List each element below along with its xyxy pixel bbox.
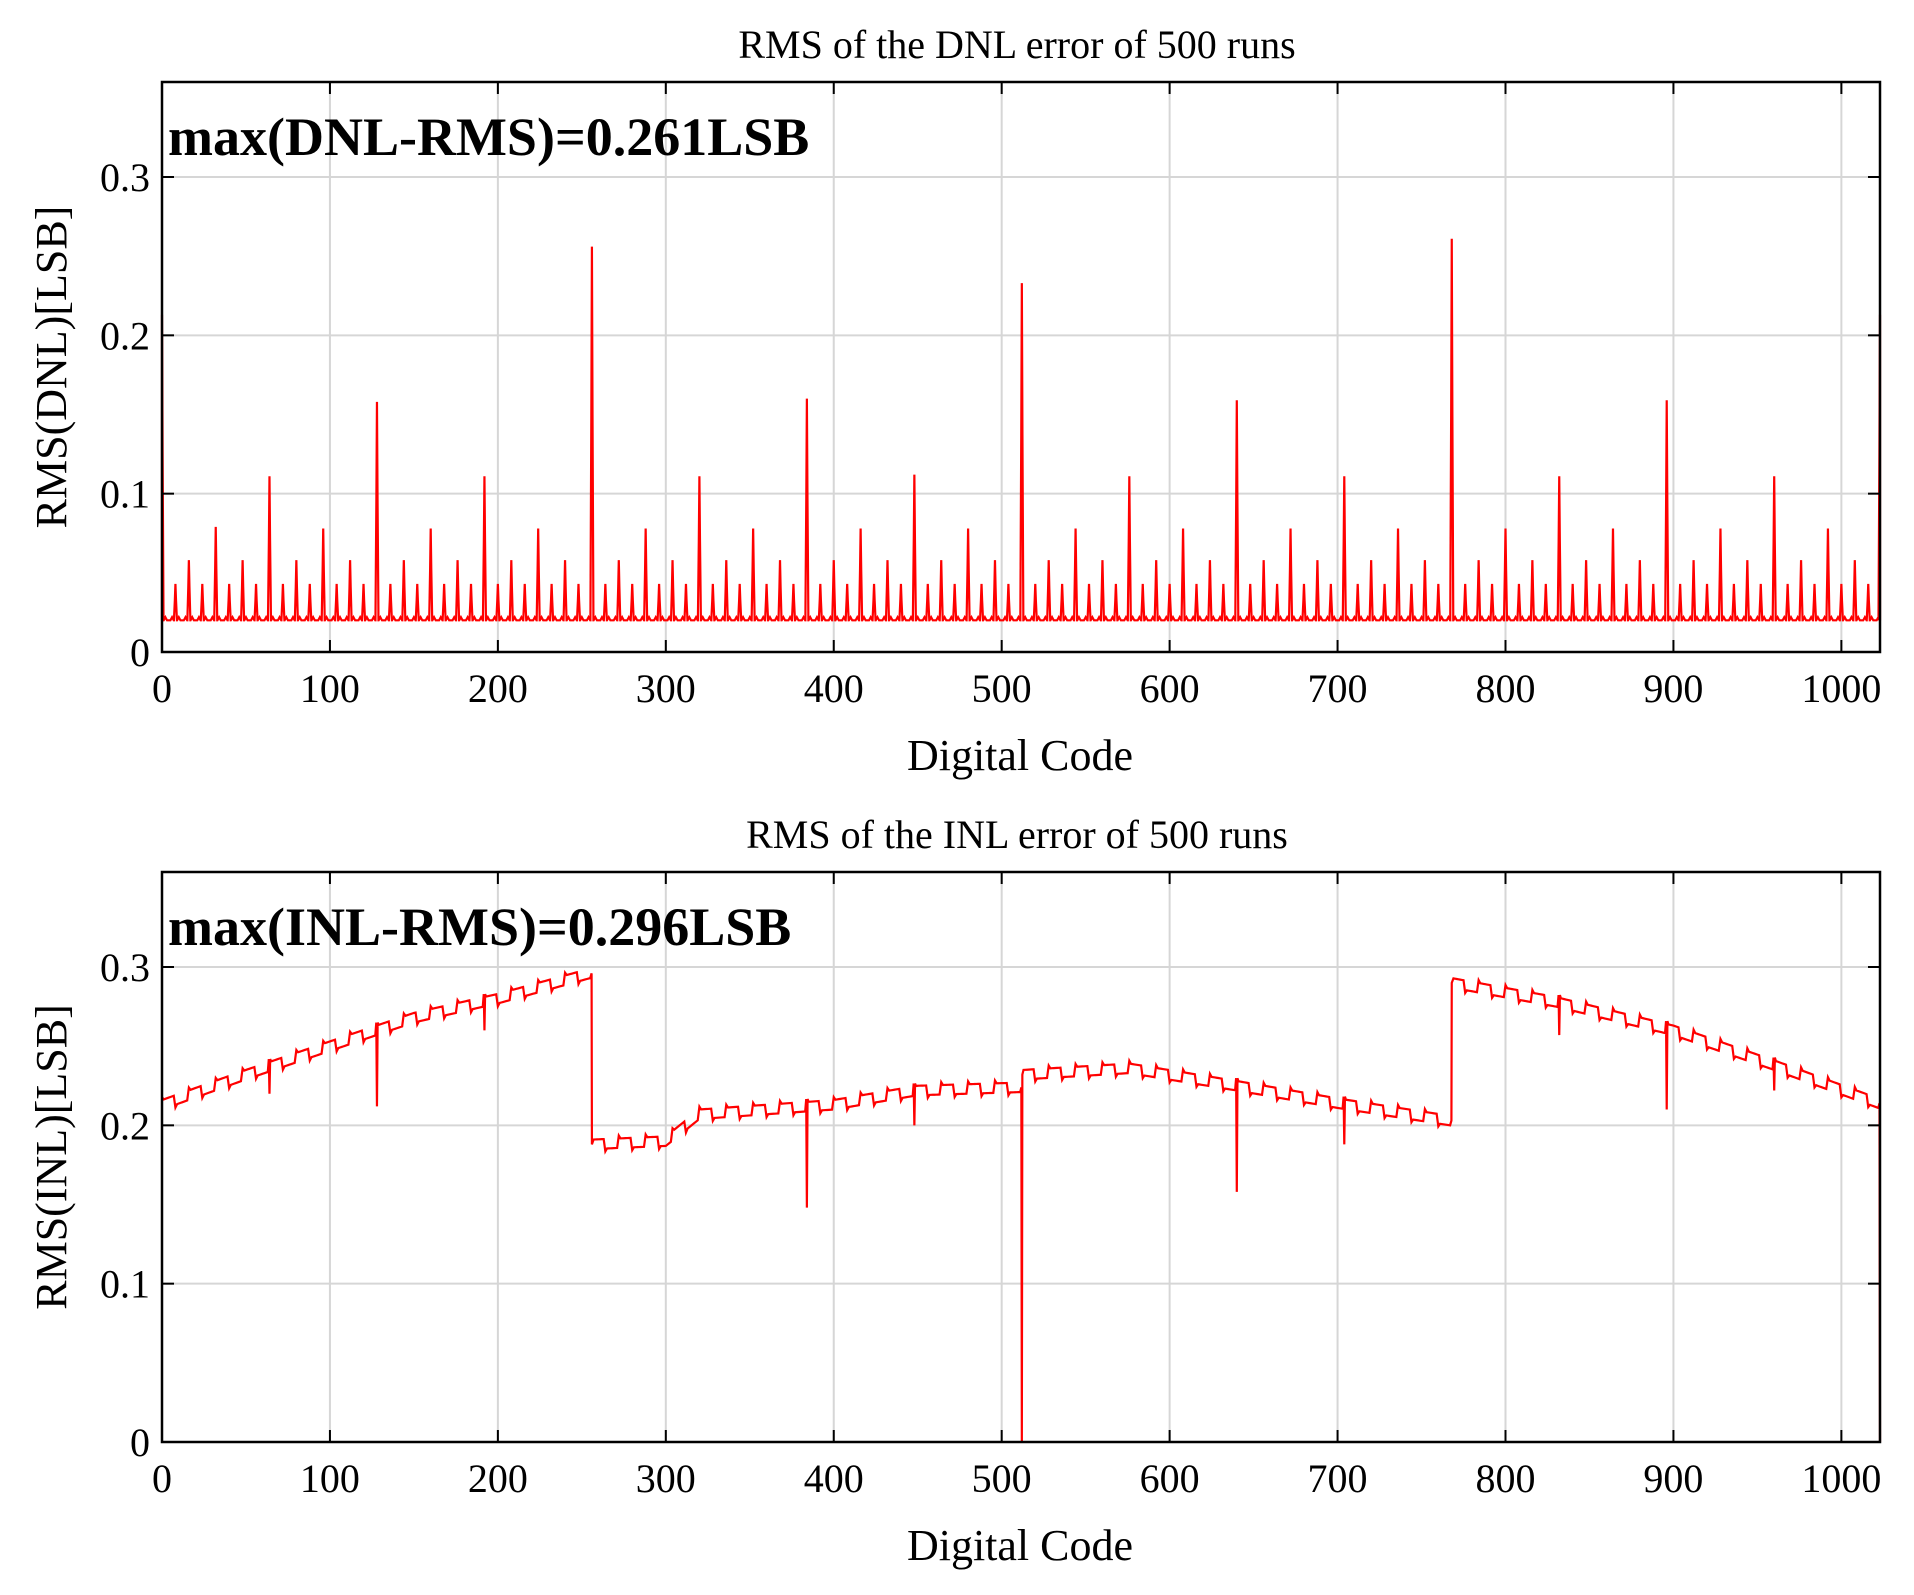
x-tick-label: 300 — [636, 666, 696, 711]
series-line-dnl — [160, 238, 1882, 622]
x-tick-label: 0 — [152, 1456, 172, 1501]
chart-title: RMS of the INL error of 500 runs — [746, 812, 1288, 857]
chart-dnl: RMS of the DNL error of 500 runs 0 100 200… — [27, 22, 1881, 780]
x-tick-label: 800 — [1475, 666, 1535, 711]
annotation-max-dnl: max(DNL-RMS)=0.261LSB — [168, 107, 809, 167]
chart-inl: RMS of the INL error of 500 runs 0 100 200… — [27, 812, 1881, 1570]
x-axis-label: Digital Code — [907, 1521, 1133, 1570]
x-tick-label: 800 — [1475, 1456, 1535, 1501]
axes-frame — [160, 80, 1882, 654]
y-tick-label: 0.1 — [100, 472, 150, 517]
x-tick-label: 600 — [1140, 1456, 1200, 1501]
y-tick-label: 0.3 — [100, 945, 150, 990]
axes-frame — [160, 870, 1882, 1444]
x-tick-label: 1000 — [1801, 1456, 1881, 1501]
x-tick-label: 900 — [1643, 666, 1703, 711]
y-axis-label: RMS(INL)[LSB] — [27, 1004, 76, 1310]
y-axis-label: RMS(DNL)[LSB] — [27, 206, 76, 529]
x-tick-label: 700 — [1308, 666, 1368, 711]
annotation-max-inl: max(INL-RMS)=0.296LSB — [168, 897, 791, 957]
x-tick-label: 500 — [972, 666, 1032, 711]
y-tick-label: 0.2 — [100, 313, 150, 358]
x-tick-label: 100 — [300, 666, 360, 711]
x-tick-label: 400 — [804, 666, 864, 711]
x-axis-label: Digital Code — [907, 731, 1133, 780]
x-tick-label: 0 — [152, 666, 172, 711]
x-tick-label: 300 — [636, 1456, 696, 1501]
x-tick-label: 600 — [1140, 666, 1200, 711]
x-tick-label: 200 — [468, 666, 528, 711]
chart-title: RMS of the DNL error of 500 runs — [738, 22, 1295, 67]
y-tick-label: 0 — [130, 630, 150, 675]
x-tick-label: 200 — [468, 1456, 528, 1501]
x-tick-label: 1000 — [1801, 666, 1881, 711]
series-line-inl — [161, 969, 1882, 1443]
y-tick-label: 0.3 — [100, 155, 150, 200]
y-tick-label: 0.2 — [100, 1103, 150, 1148]
x-tick-label: 100 — [300, 1456, 360, 1501]
y-tick-label: 0 — [130, 1420, 150, 1465]
y-tick-label: 0.1 — [100, 1262, 150, 1307]
x-tick-label: 400 — [804, 1456, 864, 1501]
x-tick-label: 700 — [1308, 1456, 1368, 1501]
x-tick-label: 500 — [972, 1456, 1032, 1501]
x-tick-label: 900 — [1643, 1456, 1703, 1501]
